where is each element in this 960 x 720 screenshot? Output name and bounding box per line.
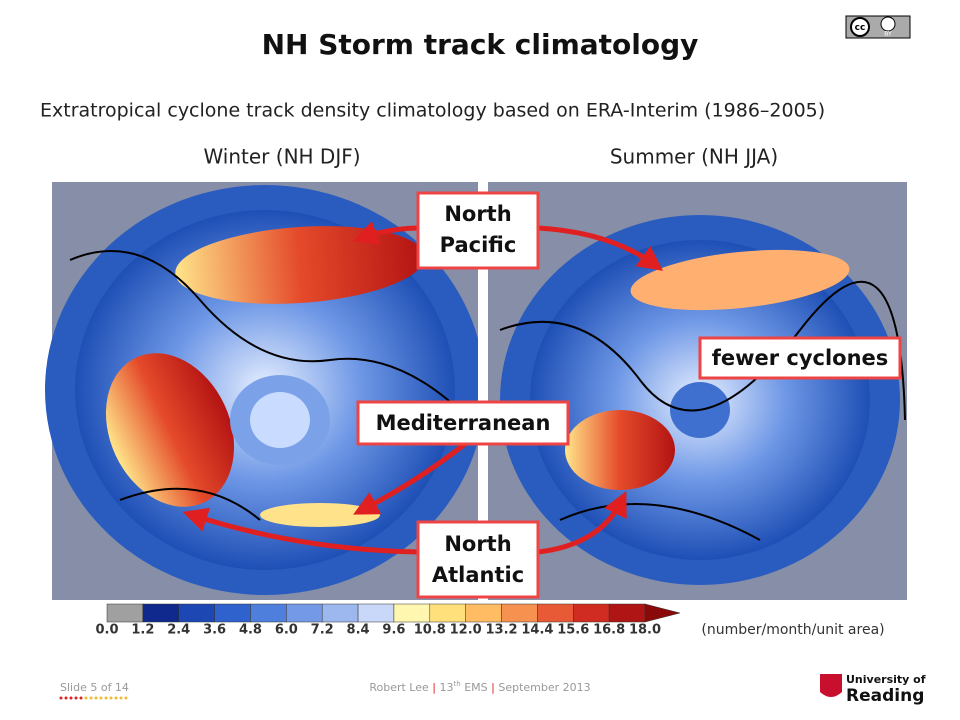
colorbar-tick-label: 7.2 [311, 623, 334, 638]
logo-text: Reading [846, 686, 924, 706]
callout-text: fewer cyclones [712, 346, 889, 370]
cc-icon: cc [855, 23, 866, 33]
colorbar-segment [393, 603, 431, 623]
colorbar-unit: (number/month/unit area) [701, 622, 884, 638]
colorbar-segment [178, 603, 215, 623]
colorbar-tick-label: 4.8 [239, 623, 262, 638]
callout-text: Atlantic [432, 563, 524, 587]
colorbar-tick-label: 15.6 [557, 623, 589, 638]
separator: | [491, 681, 495, 694]
colorbar-segment [608, 603, 646, 623]
separator: | [432, 681, 436, 694]
title: NH Storm track climatology [262, 28, 699, 61]
colorbar-segment [142, 603, 179, 623]
edition-suffix: th [454, 680, 461, 688]
by-label: BY [884, 31, 892, 38]
colorbar-segment [429, 603, 466, 623]
colorbar-tick-label: 18.0 [629, 623, 661, 638]
date: September 2013 [498, 681, 590, 694]
colorbar-tick-label: 9.6 [382, 623, 405, 638]
subtitle: Extratropical cyclone track density clim… [40, 100, 825, 122]
callout-text: Pacific [440, 233, 517, 257]
edition: 13 [440, 681, 454, 694]
colorbar-segment [214, 603, 251, 623]
logo-text: University of [846, 673, 926, 686]
colorbar-tick-label: 0.0 [95, 623, 118, 638]
colorbar: 0.0 1.2 2.4 3.6 4.8 6.0 7.2 8.4 9.6 10.8 12.0 13.2 1… [95, 603, 681, 638]
callouts: North Pacific fewer cyclones Mediterrane… [356, 191, 902, 599]
colorbar-extend [644, 603, 681, 623]
colorbar-segment [250, 603, 287, 623]
colorbar-tick-label: 1.2 [131, 623, 154, 638]
panel-label: Summer (NH JJA) [610, 145, 778, 169]
colorbar-segment [357, 603, 395, 623]
event: EMS [464, 681, 487, 694]
colorbar-segment [573, 603, 610, 623]
colorbar-tick-label: 10.8 [414, 623, 446, 638]
colorbar-tick-label: 16.8 [593, 623, 625, 638]
colorbar-segment [321, 603, 359, 623]
colorbar-segment [501, 603, 538, 623]
callout-text: North [444, 202, 511, 226]
colorbar-tick-label: 6.0 [275, 623, 298, 638]
colorbar-segment [286, 603, 323, 623]
colorbar-tick-label: 8.4 [347, 623, 370, 638]
colorbar-segment [537, 603, 574, 623]
callout-text: North [444, 532, 511, 556]
progress-dots [59, 696, 128, 700]
footer-credit: Robert Lee | 13th EMS | September 2013 [369, 677, 590, 694]
arrows [182, 221, 664, 555]
colorbar-segment [465, 603, 502, 623]
panel-label: Winter (NH DJF) [203, 145, 360, 169]
university-logo: University of Reading [820, 673, 926, 706]
colorbar-tick-label: 2.4 [167, 623, 190, 638]
callout-text: Mediterranean [376, 411, 551, 435]
colorbar-tick-label: 13.2 [485, 623, 517, 638]
colorbar-tick-label: 12.0 [450, 623, 482, 638]
colorbar-segment [106, 603, 144, 623]
colorbar-tick-label: 14.4 [521, 623, 553, 638]
license-badge: cc BY [845, 15, 911, 39]
slide-number: Slide 5 of 14 [60, 681, 129, 694]
colorbar-tick-label: 3.6 [203, 623, 226, 638]
author: Robert Lee [369, 681, 429, 694]
